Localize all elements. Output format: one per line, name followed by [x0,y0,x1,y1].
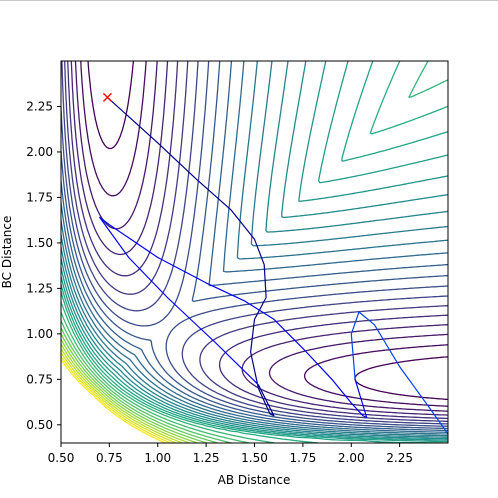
contour-level-7 [61,61,448,425]
contour-level-25 [61,338,199,443]
contour-level-14 [61,61,448,438]
y-tick-label: 2.00 [26,145,53,159]
contour-level-20 [61,61,448,443]
trajectory-segment-2 [99,216,368,419]
contour-level-8 [61,61,448,427]
contour-level-15 [61,61,448,440]
y-tick-label: 0.75 [26,372,53,386]
x-tick-label: 1.50 [241,451,268,465]
trajectory [99,96,448,435]
contour-level-21 [61,311,251,443]
contour-level-4 [70,61,448,416]
contour-level-17 [61,61,448,443]
x-tick-label: 0.75 [96,451,123,465]
y-tick-label: 0.50 [26,418,53,432]
y-tick-label: 1.75 [26,190,53,204]
contour-level-24 [61,333,208,443]
x-tick-label: 2.00 [338,451,365,465]
y-tick-label: 1.00 [26,327,53,341]
contour-level-11 [61,61,448,433]
x-tick-label: 2.25 [386,451,413,465]
contour-level-28 [61,351,177,443]
contour-level-27 [61,347,184,443]
contour-level-9 [61,61,448,430]
contour-level-6 [64,61,448,422]
contour-level-23 [61,327,219,443]
x-tick-label: 1.25 [193,451,220,465]
y-axis-ticks: 0.50 0.75 1.00 1.25 1.50 1.75 2.00 2.25 [26,99,61,432]
contour-level-10 [61,61,448,432]
x-tick-label: 1.75 [290,451,317,465]
top-border [0,0,498,1]
marker-stroke [102,92,112,102]
trajectory-segment-3 [350,311,448,435]
contour-level-13 [61,61,448,437]
contour-level-26 [61,343,191,443]
contour-level-16 [61,61,448,441]
x-axis-label: AB Distance [218,473,291,487]
contour-lines [61,61,448,443]
y-tick-label: 2.25 [26,99,53,113]
y-axis-label: BC Distance [0,216,14,289]
x-tick-label: 0.50 [48,451,75,465]
x-axis-ticks: 0.50 0.75 1.00 1.25 1.50 1.75 2.00 2.25 [48,443,413,465]
y-tick-label: 1.50 [26,236,53,250]
start-marker [102,92,112,102]
contour-level-12 [61,61,448,435]
x-tick-label: 1.00 [144,451,171,465]
contour-level-19 [61,61,448,443]
contour-level-29 [61,355,172,443]
contour-level-22 [61,320,233,443]
contour-level-3 [74,61,448,412]
contour-level-2 [80,61,448,407]
y-tick-label: 1.25 [26,281,53,295]
contour-level-1 [87,61,448,401]
contour-level-5 [67,61,448,420]
trajectory-segment-1 [106,96,275,417]
contour-level-30 [61,359,166,443]
